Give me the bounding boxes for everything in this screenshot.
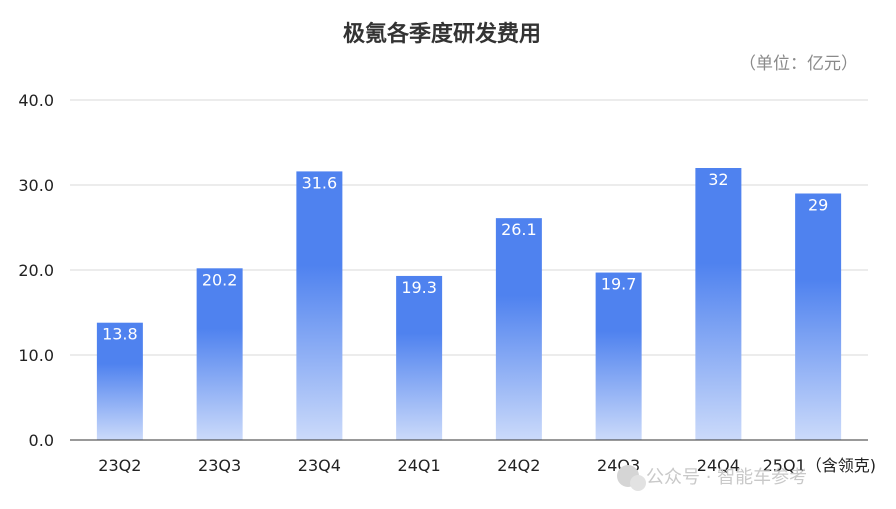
watermark: 公众号 · 智能车参考	[617, 465, 807, 491]
data-label: 19.7	[601, 275, 637, 294]
data-label: 19.3	[401, 278, 437, 297]
bar	[695, 168, 742, 440]
data-label: 13.8	[102, 325, 138, 344]
x-tick-label: 24Q1	[398, 456, 441, 475]
watermark-text: 公众号 · 智能车参考	[646, 467, 807, 488]
gridlines	[70, 99, 868, 356]
bar	[396, 275, 443, 440]
data-label: 31.6	[302, 173, 338, 192]
wechat-logo-icon-small	[630, 475, 646, 491]
x-axis-ticks: 23Q2 23Q3 23Q4 24Q1 24Q2 24Q3 24Q4 25Q1（含领克)	[98, 456, 876, 475]
bar	[296, 171, 343, 440]
bars: 13.8 20.2 31.6 19.3 26.1 19.7 32 29	[96, 168, 842, 440]
chart-title: 极氪各季度研发费用	[343, 21, 541, 47]
bar	[795, 193, 842, 440]
y-tick-label: 30.0	[18, 176, 54, 195]
y-tick-label: 10.0	[18, 346, 54, 365]
data-label: 20.2	[202, 270, 238, 289]
unit-note: （单位：亿元）	[739, 54, 858, 74]
x-tick-label: 23Q2	[98, 456, 141, 475]
data-label: 29	[808, 196, 828, 215]
data-label: 26.1	[501, 220, 537, 239]
y-tick-label: 0.0	[29, 431, 54, 450]
bar	[196, 268, 243, 440]
y-tick-label: 20.0	[18, 261, 54, 280]
bar	[96, 322, 143, 440]
x-tick-label: 24Q4	[697, 456, 740, 475]
bar	[595, 272, 642, 440]
x-tick-label: 23Q4	[298, 456, 341, 475]
bar	[495, 218, 542, 440]
y-axis-ticks: 0.0 10.0 20.0 30.0 40.0	[18, 91, 54, 450]
x-tick-label: 24Q2	[497, 456, 540, 475]
y-tick-label: 40.0	[18, 91, 54, 110]
data-label: 32	[708, 170, 728, 189]
x-tick-label: 23Q3	[198, 456, 241, 475]
x-tick-label: 25Q1（含领克)	[763, 456, 876, 475]
